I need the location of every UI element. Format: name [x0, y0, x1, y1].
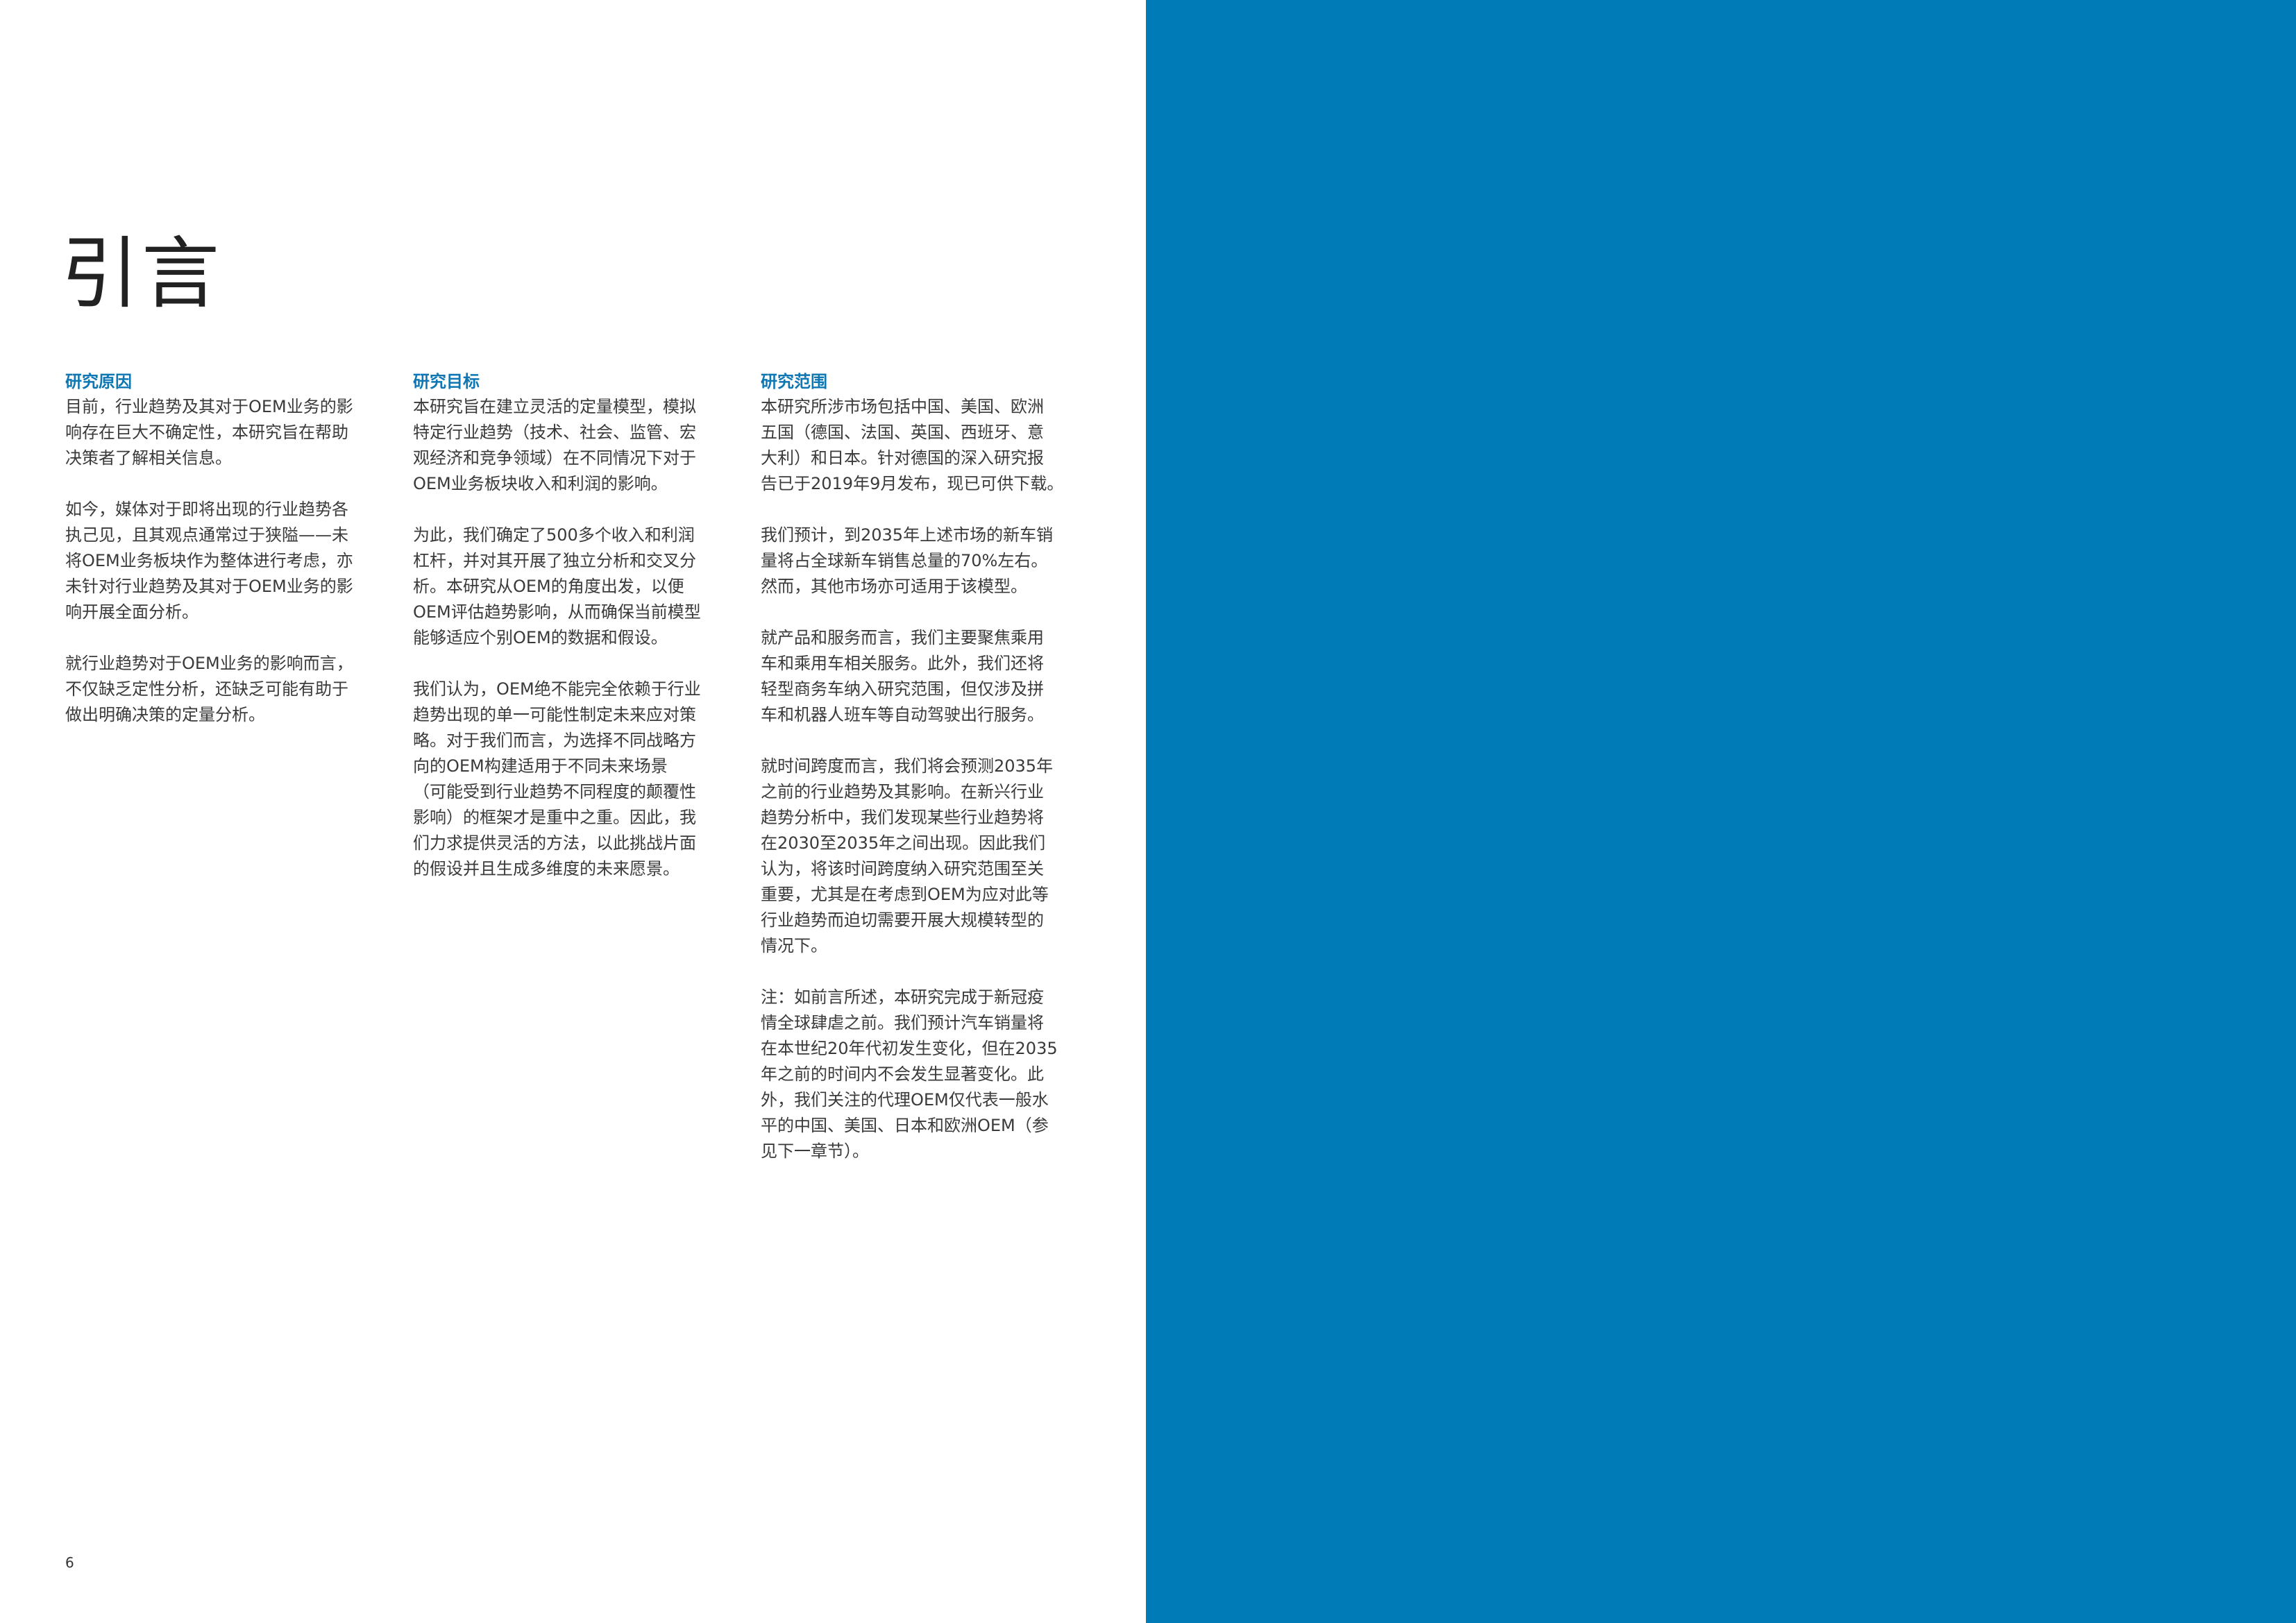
paragraph: 如今，媒体对于即将出现的行业趋势各 执己见，且其观点通常过于狭隘——未 将OEM…	[65, 500, 353, 622]
page-title: 引言	[61, 229, 222, 319]
paragraph: 就行业趋势对于OEM业务的影响而言， 不仅缺乏定性分析，还缺乏可能有助于 做出明…	[65, 654, 353, 724]
paragraph: 为此，我们确定了500多个收入和利润 杠杆，并对其开展了独立分析和交叉分 析。本…	[413, 525, 701, 647]
paragraph: 我们预计，到2035年上述市场的新车销 量将占全球新车销售总量的70%左右。 然…	[761, 525, 1054, 596]
column-research-reason: 研究原因 目前，行业趋势及其对于OEM业务的影 响存在巨大不确定性，本研究旨在帮…	[65, 369, 385, 754]
column-heading: 研究原因	[65, 372, 132, 391]
column-research-goal: 研究目标 本研究旨在建立灵活的定量模型，模拟 特定行业趋势（技术、社会、监管、宏…	[413, 369, 732, 908]
paragraph: 注：如前言所述，本研究完成于新冠疫 情全球肆虐之前。我们预计汽车销量将 在本世纪…	[761, 987, 1058, 1161]
column-body: 本研究所涉市场包括中国、美国、欧洲 五国（德国、法国、英国、西班牙、意 大利）和…	[761, 394, 1080, 1164]
right-page-color-panel	[1146, 0, 2296, 1623]
column-research-scope: 研究范围 本研究所涉市场包括中国、美国、欧洲 五国（德国、法国、英国、西班牙、意…	[761, 369, 1080, 1190]
paragraph: 目前，行业趋势及其对于OEM业务的影 响存在巨大不确定性，本研究旨在帮助 决策者…	[65, 397, 353, 468]
paragraph: 本研究所涉市场包括中国、美国、欧洲 五国（德国、法国、英国、西班牙、意 大利）和…	[761, 397, 1064, 493]
paragraph: 就时间跨度而言，我们将会预测2035年 之前的行业趋势及其影响。在新兴行业 趋势…	[761, 756, 1054, 955]
content-columns: 研究原因 目前，行业趋势及其对于OEM业务的影 响存在巨大不确定性，本研究旨在帮…	[65, 369, 1092, 1202]
paragraph: 本研究旨在建立灵活的定量模型，模拟 特定行业趋势（技术、社会、监管、宏 观经济和…	[413, 397, 696, 493]
paragraph: 我们认为，OEM绝不能完全依赖于行业 趋势出现的单一可能性制定未来应对策 略。对…	[413, 679, 701, 878]
column-heading: 研究范围	[761, 372, 827, 391]
paragraph: 就产品和服务而言，我们主要聚焦乘用 车和乘用车相关服务。此外，我们还将 轻型商务…	[761, 628, 1044, 724]
column-body: 本研究旨在建立灵活的定量模型，模拟 特定行业趋势（技术、社会、监管、宏 观经济和…	[413, 394, 732, 882]
left-page: 引言 研究原因 目前，行业趋势及其对于OEM业务的影 响存在巨大不确定性，本研究…	[0, 0, 1146, 1623]
column-heading: 研究目标	[413, 372, 480, 391]
column-body: 目前，行业趋势及其对于OEM业务的影 响存在巨大不确定性，本研究旨在帮助 决策者…	[65, 394, 385, 728]
page-number: 6	[65, 1554, 74, 1571]
